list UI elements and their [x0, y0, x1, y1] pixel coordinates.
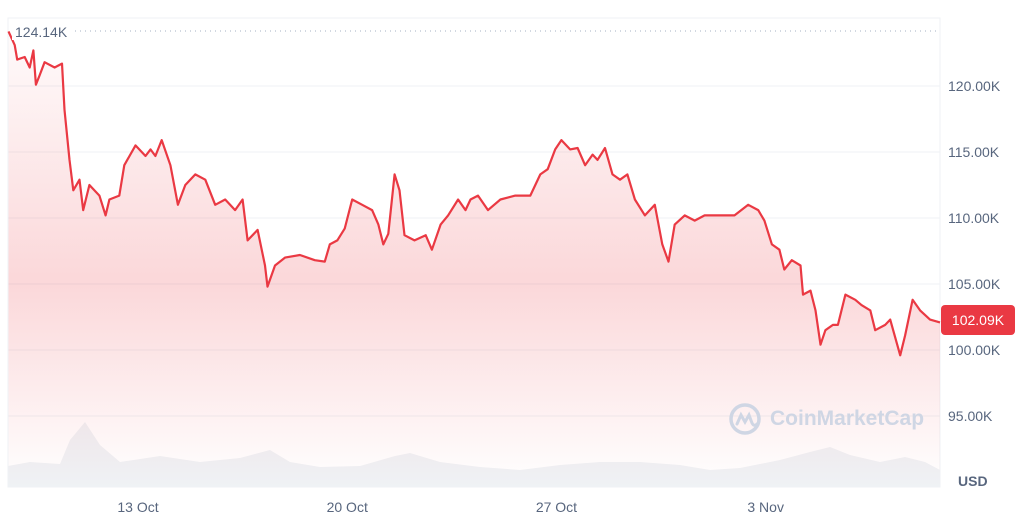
- price-line: [7, 30, 941, 357]
- y-tick-label: 115.00K: [948, 144, 1000, 160]
- y-tick-label: 95.00K: [948, 408, 993, 424]
- y-tick-label: 110.00K: [948, 210, 1000, 226]
- max-price-label: 124.14K: [12, 24, 71, 40]
- x-tick-label: 13 Oct: [117, 499, 159, 515]
- x-tick-label: 20 Oct: [326, 499, 368, 515]
- watermark-text: CoinMarketCap: [770, 407, 925, 430]
- y-tick-label: 120.00K: [948, 78, 1001, 94]
- watermark: CoinMarketCap: [728, 402, 924, 436]
- currency-label: USD: [958, 473, 988, 489]
- current-price-badge: 102.09K: [941, 305, 1015, 335]
- y-tick-label: 105.00K: [948, 276, 1001, 292]
- price-area-fill: [8, 31, 941, 488]
- x-tick-label: 27 Oct: [535, 499, 578, 515]
- coinmarketcap-logo-icon: [729, 403, 761, 435]
- x-tick-label: 3 Nov: [747, 499, 784, 515]
- y-tick-label: 100.00K: [948, 342, 1001, 358]
